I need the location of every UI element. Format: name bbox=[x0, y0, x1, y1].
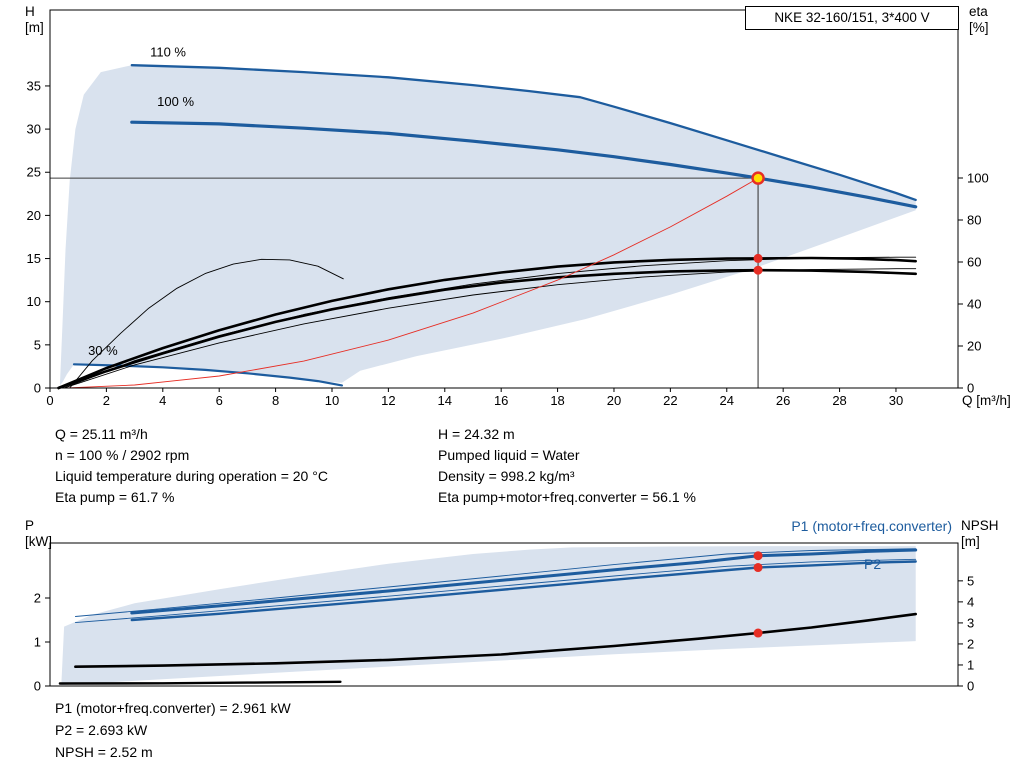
label-100pct: 100 % bbox=[157, 94, 194, 109]
eta-axis-unit: [%] bbox=[969, 20, 989, 35]
y-right-tick-label: 60 bbox=[967, 255, 981, 270]
h-axis-symbol: H bbox=[25, 4, 35, 19]
y-left-tick-label: 30 bbox=[27, 122, 41, 137]
y-left-tick-label: 10 bbox=[27, 294, 41, 309]
info-liquid-temp: Liquid temperature during operation = 20… bbox=[55, 468, 328, 484]
x-tick-label: 28 bbox=[832, 393, 846, 408]
npsh-axis-title: NPSH [m] bbox=[961, 518, 999, 550]
operating-info-left: Q = 25.11 m³/h n = 100 % / 2902 rpm Liqu… bbox=[55, 424, 328, 508]
eta-total-curve bbox=[57, 268, 918, 390]
hq-chart-frame bbox=[49, 9, 959, 389]
y-left-tick-label: 35 bbox=[27, 78, 41, 93]
eta-axis-title: eta [%] bbox=[969, 4, 989, 36]
p1-curve-label: P1 (motor+freq.converter) bbox=[791, 518, 952, 534]
x-tick-label: 4 bbox=[159, 393, 166, 408]
result-npsh: NPSH = 2.52 m bbox=[55, 744, 153, 760]
npsh-point bbox=[753, 628, 763, 638]
y-right-tick-label: 0 bbox=[967, 679, 974, 694]
duty-point bbox=[751, 171, 765, 185]
x-tick-label: 10 bbox=[325, 393, 339, 408]
y-right-tick-label: 1 bbox=[967, 657, 974, 672]
eta-pump-curve bbox=[57, 256, 918, 390]
x-tick-label: 30 bbox=[889, 393, 903, 408]
x-tick-label: 0 bbox=[46, 393, 53, 408]
x-tick-label: 24 bbox=[720, 393, 734, 408]
y-left-tick-label: 25 bbox=[27, 165, 41, 180]
label-30pct: 30 % bbox=[88, 343, 118, 358]
pump-model-box: NKE 32-160/151, 3*400 V bbox=[745, 6, 959, 30]
p2-110-thin bbox=[74, 558, 917, 624]
h-axis-unit: [m] bbox=[25, 20, 44, 35]
y-left-tick-label: 1 bbox=[34, 635, 41, 650]
info-h: H = 24.32 m bbox=[438, 426, 515, 442]
results-block: P1 (motor+freq.converter) = 2.961 kW P2 … bbox=[55, 697, 291, 763]
y-right-tick-label: 3 bbox=[967, 615, 974, 630]
operating-envelope bbox=[59, 65, 916, 386]
y-right-tick-label: 40 bbox=[967, 297, 981, 312]
y-right-tick-label: 0 bbox=[967, 381, 974, 396]
y-left-tick-label: 5 bbox=[34, 337, 41, 352]
p-axis-symbol: P bbox=[25, 518, 35, 533]
y-left-tick-label: 2 bbox=[34, 591, 41, 606]
y-right-tick-label: 2 bbox=[967, 636, 974, 651]
power-npsh-chart-frame bbox=[49, 542, 959, 687]
eta-minspeed-thin bbox=[69, 258, 344, 389]
info-q: Q = 25.11 m³/h bbox=[55, 426, 148, 442]
x-tick-label: 12 bbox=[381, 393, 395, 408]
y-right-tick-label: 5 bbox=[967, 573, 974, 588]
affinity-parabola bbox=[66, 177, 759, 389]
y-left-tick-label: 0 bbox=[34, 679, 41, 694]
x-tick-label: 18 bbox=[550, 393, 564, 408]
p2-curve bbox=[130, 560, 917, 622]
p1-curve bbox=[130, 548, 918, 615]
result-p1: P1 (motor+freq.converter) = 2.961 kW bbox=[55, 700, 291, 716]
label-110pct: 110 % bbox=[150, 45, 186, 60]
eta-pump-point bbox=[753, 253, 763, 263]
y-right-tick-label: 4 bbox=[967, 594, 974, 609]
info-pumped-liquid: Pumped liquid = Water bbox=[438, 447, 580, 463]
y-right-tick-label: 80 bbox=[967, 213, 981, 228]
x-tick-label: 2 bbox=[103, 393, 110, 408]
eta-total-110-thin bbox=[63, 268, 917, 389]
eta-total-point bbox=[753, 265, 763, 275]
q-axis-title: Q [m³/h] bbox=[962, 393, 1011, 408]
x-tick-label: 14 bbox=[438, 393, 452, 408]
y-right-tick-label: 20 bbox=[967, 339, 981, 354]
h-axis-title: H [m] bbox=[25, 4, 44, 36]
operating-info-right: H = 24.32 m Pumped liquid = Water Densit… bbox=[438, 424, 696, 508]
x-tick-label: 16 bbox=[494, 393, 508, 408]
y-left-tick-label: 0 bbox=[34, 381, 41, 396]
y-left-tick-label: 20 bbox=[27, 208, 41, 223]
p1-110-thin bbox=[74, 548, 917, 617]
p-axis-unit: [kW] bbox=[25, 534, 52, 549]
npsh-minspeed-stub bbox=[58, 680, 342, 685]
npsh-axis-unit: [m] bbox=[961, 534, 980, 549]
result-p2: P2 = 2.693 kW bbox=[55, 722, 148, 738]
p2-point bbox=[753, 563, 763, 573]
info-eta-total: Eta pump+motor+freq.converter = 56.1 % bbox=[438, 489, 696, 505]
p1-point bbox=[753, 551, 763, 561]
npsh-axis-symbol: NPSH bbox=[961, 518, 999, 533]
p-axis-title: P [kW] bbox=[25, 518, 52, 550]
y-right-tick-label: 100 bbox=[967, 171, 989, 186]
speed-curve-100pct bbox=[130, 120, 918, 209]
eta-axis-symbol: eta bbox=[969, 4, 988, 19]
x-tick-label: 26 bbox=[776, 393, 790, 408]
info-density: Density = 998.2 kg/m³ bbox=[438, 468, 575, 484]
speed-curve-110pct bbox=[130, 64, 917, 202]
info-n: n = 100 % / 2902 rpm bbox=[55, 447, 190, 463]
p2-curve-label: P2 bbox=[864, 556, 882, 572]
power-envelope bbox=[61, 546, 916, 686]
y-left-tick-label: 15 bbox=[27, 251, 41, 266]
x-tick-label: 8 bbox=[272, 393, 279, 408]
x-tick-label: 22 bbox=[663, 393, 677, 408]
npsh-curve bbox=[74, 612, 918, 669]
x-tick-label: 6 bbox=[216, 393, 223, 408]
info-eta-pump: Eta pump = 61.7 % bbox=[55, 489, 175, 505]
x-tick-label: 20 bbox=[607, 393, 621, 408]
